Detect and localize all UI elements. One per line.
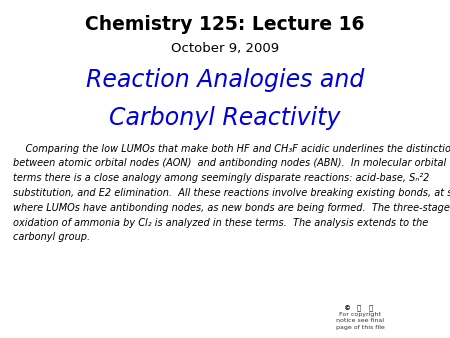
- Text: Chemistry 125: Lecture 16: Chemistry 125: Lecture 16: [85, 15, 365, 34]
- Text: ©: ©: [344, 305, 351, 311]
- Text: Reaction Analogies and: Reaction Analogies and: [86, 68, 364, 92]
- Text: Ⓢ: Ⓢ: [357, 304, 361, 311]
- Text: Carbonyl Reactivity: Carbonyl Reactivity: [109, 106, 341, 130]
- Text: Comparing the low LUMOs that make both HF and CH₃F acidic underlines the distinc: Comparing the low LUMOs that make both H…: [13, 144, 450, 242]
- Text: Ⓜ: Ⓜ: [368, 304, 373, 311]
- Text: October 9, 2009: October 9, 2009: [171, 42, 279, 55]
- Text: For copyright
notice see final
page of this file: For copyright notice see final page of t…: [336, 312, 384, 330]
